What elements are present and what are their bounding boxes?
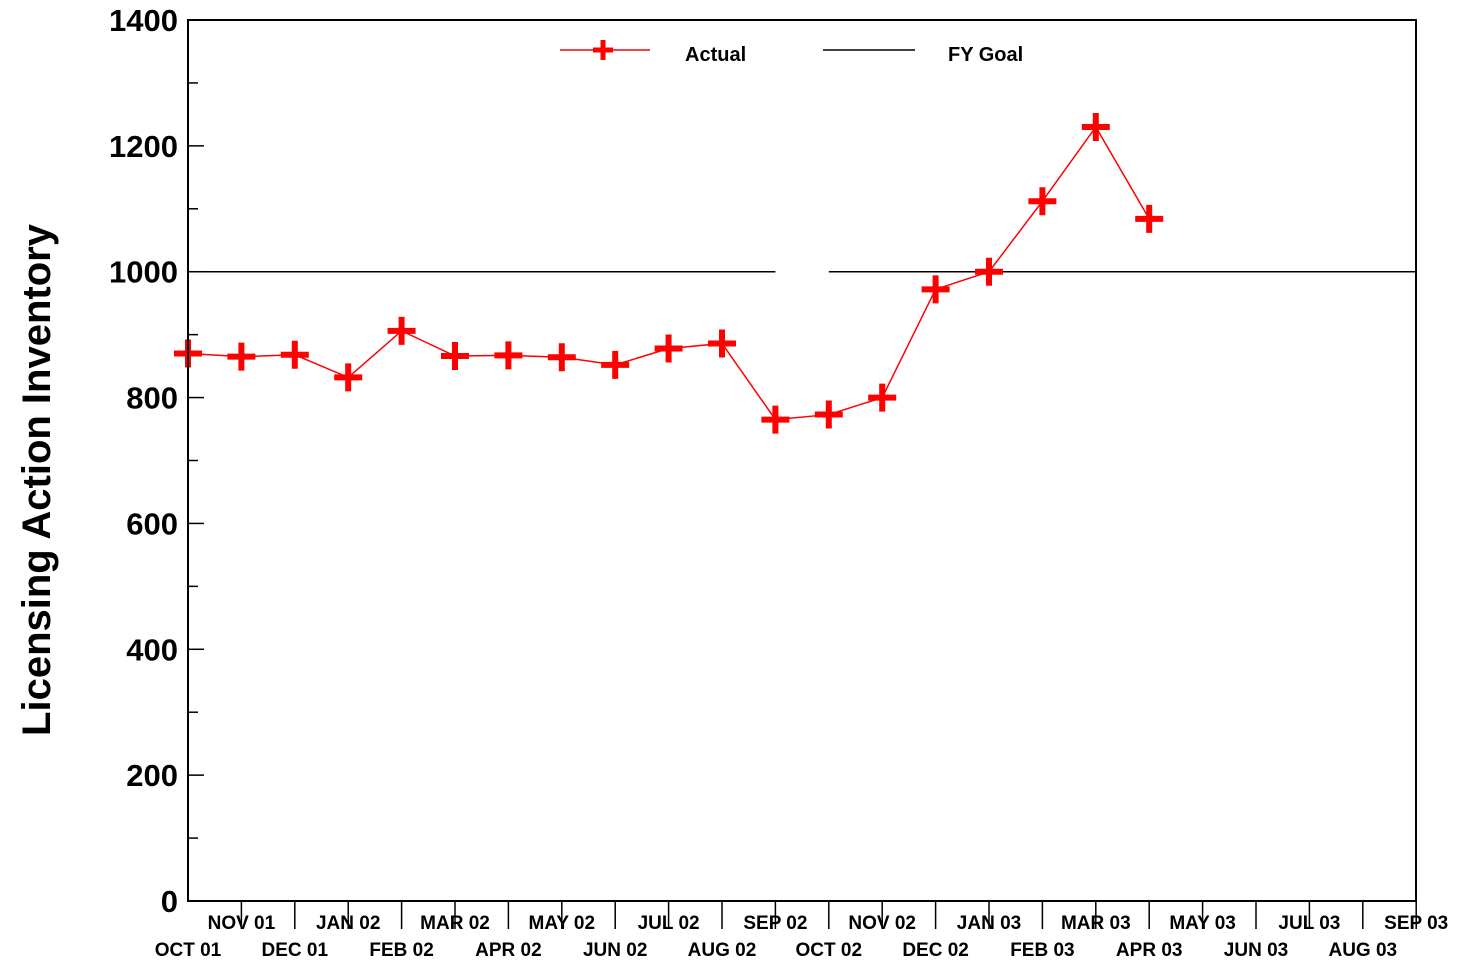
x-tick-label: JUN 02 <box>583 940 647 961</box>
y-axis-title: Licensing Action Inventory <box>15 223 59 736</box>
x-tick-label: SEP 03 <box>1384 913 1448 934</box>
x-tick-label: AUG 02 <box>688 940 757 961</box>
y-tick-label: 1200 <box>109 129 178 164</box>
legend: Actual FY Goal <box>560 40 1023 66</box>
x-tick-label: APR 03 <box>1116 940 1183 961</box>
x-tick-label: DEC 01 <box>262 940 329 961</box>
y-tick-label: 0 <box>161 884 178 919</box>
actual-point <box>441 342 469 371</box>
actual-point <box>814 400 843 429</box>
actual-point <box>387 316 416 345</box>
x-tick-label: MAR 02 <box>420 913 490 934</box>
actual-point <box>1135 204 1164 233</box>
legend-goal-label: FY Goal <box>948 44 1023 66</box>
actual-line <box>187 125 1150 421</box>
actual-series <box>174 112 1164 434</box>
actual-point <box>708 329 736 358</box>
x-tick-label: JUL 03 <box>1278 913 1340 934</box>
actual-point <box>494 341 523 370</box>
y-tick-label: 200 <box>126 758 178 793</box>
x-tick-label: NOV 01 <box>208 913 276 934</box>
x-tick-label: APR 02 <box>475 940 542 961</box>
x-tick-label: NOV 02 <box>848 913 916 934</box>
x-tick-label: MAY 02 <box>529 913 596 934</box>
actual-point <box>601 350 630 379</box>
x-tick-label: JAN 02 <box>316 913 380 934</box>
actual-point <box>1081 112 1110 141</box>
x-tick-label: FEB 03 <box>1010 940 1074 961</box>
x-tick-label: JAN 03 <box>957 913 1021 934</box>
actual-point <box>975 257 1003 286</box>
y-tick-label: 600 <box>126 506 178 541</box>
actual-point <box>1028 187 1057 216</box>
actual-point <box>868 383 897 412</box>
legend-actual-marker <box>593 40 613 60</box>
actual-point <box>761 405 790 434</box>
x-tick-label: FEB 02 <box>369 940 433 961</box>
x-tick-label: SEP 02 <box>743 913 807 934</box>
y-axis: 0 200 400 600 800 1000 1200 1400 <box>109 3 204 919</box>
x-tick-label: OCT 01 <box>155 940 222 961</box>
actual-point <box>334 363 363 392</box>
y-tick-label: 800 <box>126 381 178 416</box>
x-tick-label: MAR 03 <box>1061 913 1131 934</box>
actual-point <box>921 275 950 304</box>
y-tick-label: 1400 <box>109 3 178 38</box>
x-axis: OCT 01 NOV 01 DEC 01 JAN 02 FEB 02 MAR 02 APR … <box>155 901 1448 961</box>
plot-frame <box>187 19 1417 902</box>
x-tick-label: JUN 03 <box>1224 940 1288 961</box>
actual-point <box>654 334 683 363</box>
x-tick-label: MAY 03 <box>1169 913 1236 934</box>
x-tick-label: OCT 02 <box>796 940 863 961</box>
actual-point <box>280 340 309 369</box>
x-tick-label: JUL 02 <box>638 913 700 934</box>
y-tick-label: 400 <box>126 632 178 667</box>
actual-point <box>227 342 256 371</box>
actual-point <box>547 343 576 372</box>
legend-actual-label: Actual <box>685 44 746 66</box>
x-tick-label: DEC 02 <box>902 940 969 961</box>
x-tick-label: AUG 03 <box>1328 940 1397 961</box>
y-tick-label: 1000 <box>109 255 178 290</box>
